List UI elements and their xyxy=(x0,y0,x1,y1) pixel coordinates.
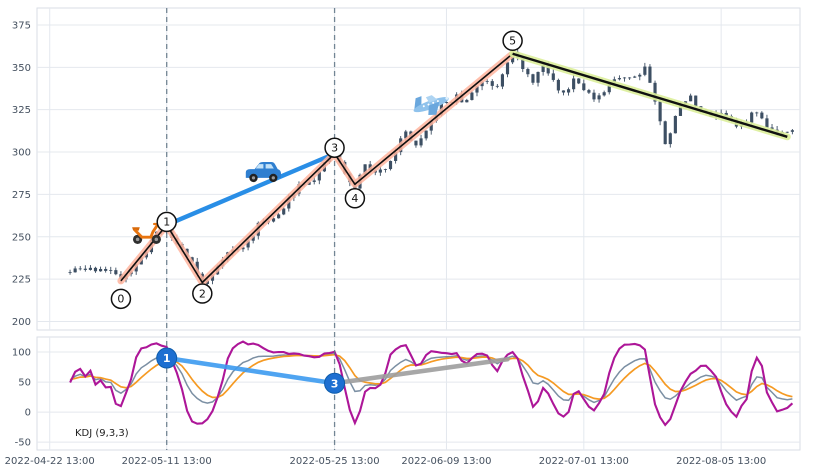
wave-point-5[interactable] xyxy=(502,30,523,52)
svg-text:1: 1 xyxy=(163,216,170,229)
svg-text:3: 3 xyxy=(331,142,338,155)
airplane-icon xyxy=(413,95,449,115)
svg-text:-50: -50 xyxy=(15,438,31,449)
svg-text:225: 225 xyxy=(12,275,31,286)
svg-text:100: 100 xyxy=(12,348,31,359)
kdj-marker-1[interactable]: 1 xyxy=(156,347,178,369)
price-panel[interactable] xyxy=(36,7,801,331)
svg-text:50: 50 xyxy=(18,378,31,389)
svg-text:3: 3 xyxy=(331,377,339,390)
x-tick-label: 2022-07-01 13:00 xyxy=(539,456,629,467)
wave-point-1[interactable] xyxy=(156,211,177,233)
svg-text:350: 350 xyxy=(12,63,31,74)
svg-text:325: 325 xyxy=(12,105,31,116)
kdj-overlay-segment-0 xyxy=(164,355,337,386)
svg-text:250: 250 xyxy=(12,232,31,243)
svg-text:375: 375 xyxy=(12,20,31,31)
kdj-indicator-label: KDJ (9,3,3) xyxy=(75,428,129,439)
svg-text:300: 300 xyxy=(12,148,31,159)
svg-text:200: 200 xyxy=(12,317,31,328)
car-icon xyxy=(245,161,281,183)
annotation-icons xyxy=(132,95,449,245)
x-tick-label: 2022-08-05 13:00 xyxy=(676,456,766,467)
kdj-overlay-segment-1 xyxy=(332,356,510,386)
trendline-1-3 xyxy=(164,151,337,228)
x-tick-label: 2022-05-11 13:00 xyxy=(122,456,212,467)
x-tick-label: 2022-04-22 13:00 xyxy=(5,456,95,467)
x-tick-label: 2022-05-25 13:00 xyxy=(290,456,380,467)
kdj-marker-3[interactable]: 3 xyxy=(324,372,346,394)
kdj-lines xyxy=(69,340,794,427)
kdj-y-axis-labels: -50 0 50 100 xyxy=(12,348,31,449)
wave-point-2[interactable] xyxy=(192,283,213,304)
downtrend-line xyxy=(512,52,788,138)
wave-point-0[interactable] xyxy=(110,288,132,310)
kdj-j-line xyxy=(69,340,794,427)
wave-point-4[interactable] xyxy=(344,188,366,209)
svg-text:2: 2 xyxy=(199,287,206,300)
x-tick-label: 2022-06-09 13:00 xyxy=(401,456,491,467)
wave-point-badges: 0 1 2 3 4 5 xyxy=(110,30,523,310)
kdj-k-line xyxy=(69,353,793,404)
svg-text:1: 1 xyxy=(163,352,171,365)
svg-text:5: 5 xyxy=(509,35,516,48)
svg-text:0: 0 xyxy=(25,408,31,419)
price-y-axis-labels: 200 225 250 275 300 325 350 375 xyxy=(12,20,31,328)
wave-point-3[interactable] xyxy=(324,137,345,158)
svg-text:0: 0 xyxy=(117,293,124,306)
x-axis-labels: 2022-04-22 13:00 2022-05-11 13:00 2022-05-… xyxy=(5,456,767,467)
svg-text:275: 275 xyxy=(12,190,31,201)
zigzag-line xyxy=(120,53,514,284)
svg-text:4: 4 xyxy=(351,192,358,205)
kdj-d-line xyxy=(69,353,793,400)
kdj-panel[interactable] xyxy=(36,336,801,451)
